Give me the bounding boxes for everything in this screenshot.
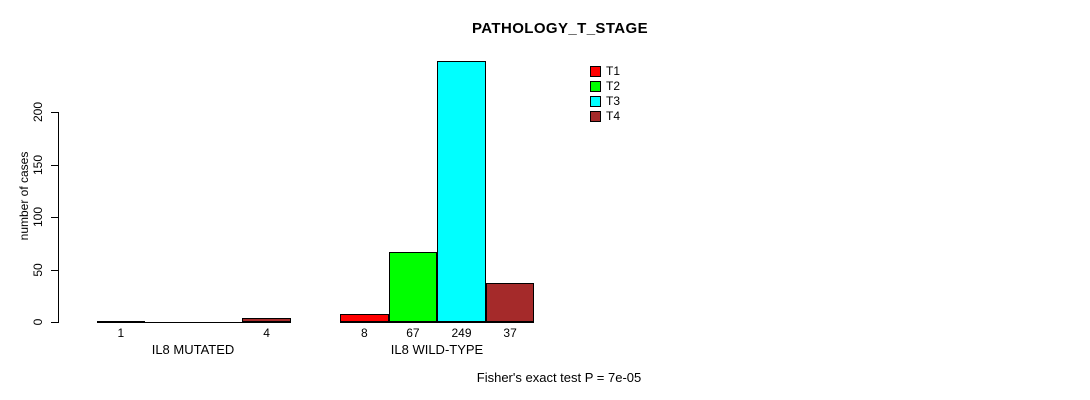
bar-t4-mutated [242,318,291,322]
y-axis-tick-label: 100 [31,206,45,228]
y-axis-tick-label: 0 [31,318,45,326]
y-axis-label: number of cases [17,151,31,241]
bar-value-label-t3-wild-type: 249 [451,326,472,340]
bar-value-label-t4-mutated: 4 [263,326,270,340]
y-axis-tick [51,112,59,113]
fishers-test-annotation: Fisher's exact test P = 7e-05 [476,370,642,385]
y-axis-tick-label: 200 [31,101,45,123]
legend-swatch-t4 [590,111,601,122]
bar-value-label-t4-wild-type: 37 [503,326,517,340]
y-axis-tick [51,322,59,323]
y-axis-tick-label: 50 [31,262,45,277]
y-axis-tick [51,164,59,166]
x-axis-baseline-wild-type [340,322,535,323]
legend-swatch-t2 [590,81,601,92]
legend-label-t3: T3 [606,94,621,108]
y-axis-tick [51,269,59,271]
legend-swatch-t1 [590,66,601,77]
x-axis-baseline-mutated [96,322,291,323]
x-category-label-il8-mutated: IL8 MUTATED [151,342,235,357]
legend-label-t4: T4 [606,109,621,123]
bar-t4-wild-type [485,283,535,322]
bar-value-label-t1-mutated: 1 [117,326,125,340]
bar-value-label-t2-wild-type: 67 [406,326,420,340]
y-axis-tick-label: 150 [31,154,45,175]
bar-value-label-t1-wild-type: 8 [360,326,368,340]
bar-t3-wild-type [437,61,486,322]
chart-title: PATHOLOGY_T_STAGE [472,20,648,37]
legend-label-t2: T2 [606,79,621,93]
bar-t1-wild-type [340,314,389,322]
legend-swatch-t3 [590,96,601,107]
x-category-label-il8-wild-type: IL8 WILD-TYPE [390,342,484,357]
legend-label-t1: T1 [606,64,621,78]
y-axis-tick [51,217,59,218]
bar-t2-wild-type [388,252,438,322]
